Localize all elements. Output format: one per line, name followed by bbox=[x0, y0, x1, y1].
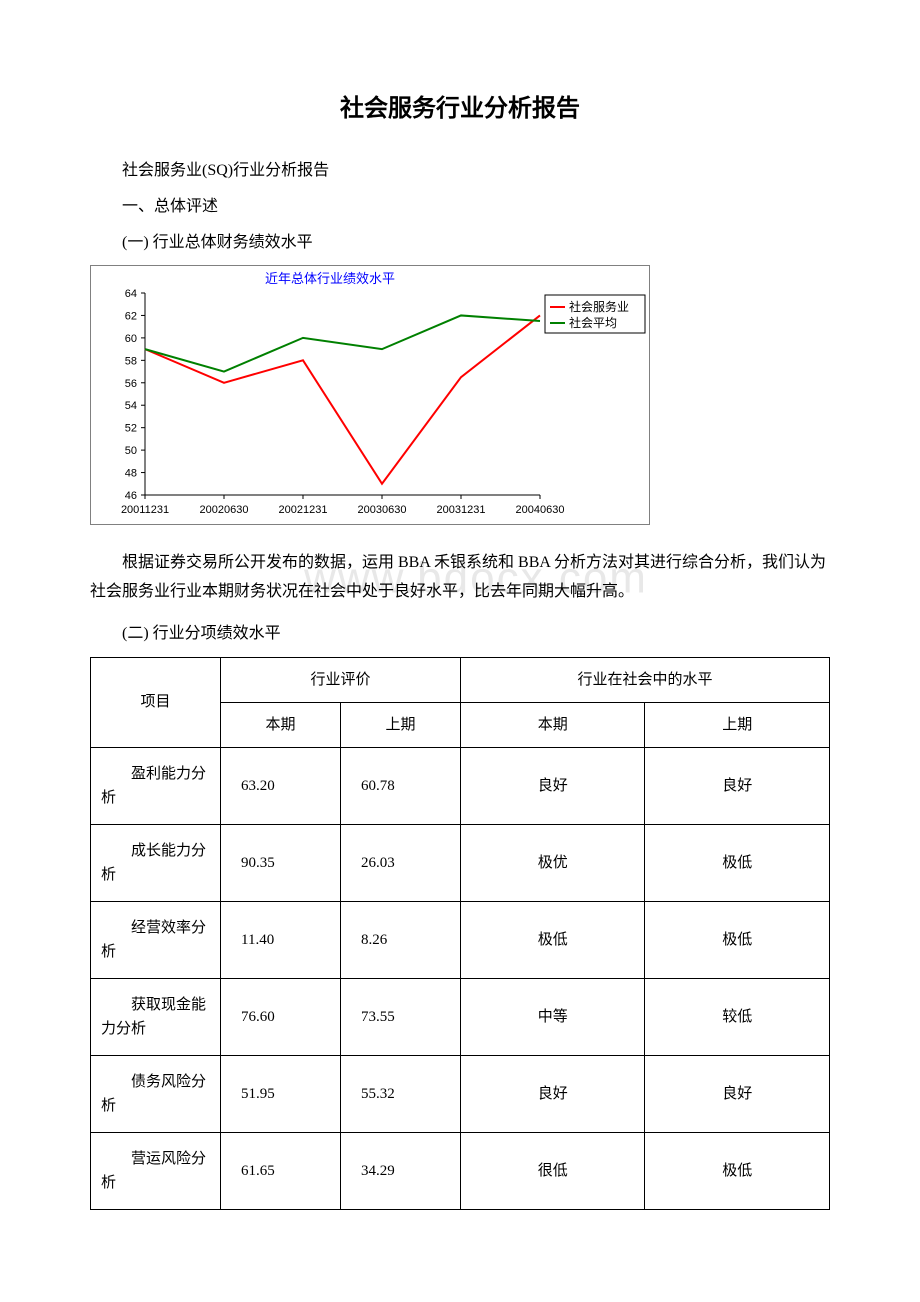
document-title: 社会服务行业分析报告 bbox=[90, 90, 830, 128]
row-label: 成长能力分析 bbox=[91, 824, 221, 901]
svg-text:社会服务业: 社会服务业 bbox=[569, 299, 629, 314]
row-value: 8.26 bbox=[341, 901, 461, 978]
row-level: 良好 bbox=[645, 1055, 830, 1132]
row-value: 73.55 bbox=[341, 978, 461, 1055]
row-level: 良好 bbox=[461, 1055, 645, 1132]
row-value: 11.40 bbox=[221, 901, 341, 978]
svg-text:48: 48 bbox=[125, 468, 137, 480]
performance-chart: 近年总体行业绩效水平社会服务业社会平均 46 48 50 52 54 56 58 60 62 64 2… bbox=[90, 265, 830, 534]
document-subtitle: 社会服务业(SQ)行业分析报告 bbox=[90, 158, 830, 184]
svg-text:54: 54 bbox=[125, 400, 137, 412]
svg-text:46: 46 bbox=[125, 490, 137, 502]
svg-text:20031231: 20031231 bbox=[437, 504, 486, 516]
row-value: 34.29 bbox=[341, 1132, 461, 1209]
row-label: 获取现金能力分析 bbox=[91, 978, 221, 1055]
row-level: 极低 bbox=[461, 901, 645, 978]
svg-text:60: 60 bbox=[125, 333, 137, 345]
line-chart-svg: 近年总体行业绩效水平社会服务业社会平均 46 48 50 52 54 56 58 60 62 64 2… bbox=[90, 265, 650, 525]
row-level: 良好 bbox=[645, 747, 830, 824]
svg-text:社会平均: 社会平均 bbox=[569, 315, 617, 330]
svg-text:50: 50 bbox=[125, 445, 137, 457]
table-row: 成长能力分析90.3526.03极优极低 bbox=[91, 824, 830, 901]
row-label: 盈利能力分析 bbox=[91, 747, 221, 824]
row-level: 很低 bbox=[461, 1132, 645, 1209]
row-value: 55.32 bbox=[341, 1055, 461, 1132]
analysis-paragraph: 根据证券交易所公开发布的数据，运用 BBA 禾银系统和 BBA 分析方法对其进行… bbox=[90, 549, 830, 607]
row-level: 较低 bbox=[645, 978, 830, 1055]
svg-text:58: 58 bbox=[125, 356, 137, 368]
table-row: 营运风险分析61.6534.29很低极低 bbox=[91, 1132, 830, 1209]
svg-text:20021231: 20021231 bbox=[279, 504, 328, 516]
th-current-1: 本期 bbox=[221, 702, 341, 747]
row-value: 60.78 bbox=[341, 747, 461, 824]
table-row: 债务风险分析51.9555.32良好良好 bbox=[91, 1055, 830, 1132]
svg-text:20040630: 20040630 bbox=[516, 504, 565, 516]
svg-text:20030630: 20030630 bbox=[358, 504, 407, 516]
analysis-text: 根据证券交易所公开发布的数据，运用 BBA 禾银系统和 BBA 分析方法对其进行… bbox=[90, 554, 826, 600]
row-label: 营运风险分析 bbox=[91, 1132, 221, 1209]
section-1-2-heading: (二) 行业分项绩效水平 bbox=[90, 621, 830, 647]
row-value: 61.65 bbox=[221, 1132, 341, 1209]
svg-text:近年总体行业绩效水平: 近年总体行业绩效水平 bbox=[265, 271, 395, 286]
row-level: 中等 bbox=[461, 978, 645, 1055]
row-level: 极低 bbox=[645, 901, 830, 978]
section-1-1-heading: (一) 行业总体财务绩效水平 bbox=[90, 230, 830, 256]
row-level: 良好 bbox=[461, 747, 645, 824]
table-header-row-1: 项目 行业评价 行业在社会中的水平 bbox=[91, 657, 830, 702]
row-value: 63.20 bbox=[221, 747, 341, 824]
svg-text:56: 56 bbox=[125, 378, 137, 390]
row-level: 极低 bbox=[645, 1132, 830, 1209]
svg-text:52: 52 bbox=[125, 423, 137, 435]
th-prev-1: 上期 bbox=[341, 702, 461, 747]
table-row: 经营效率分析11.408.26极低极低 bbox=[91, 901, 830, 978]
table-row: 获取现金能力分析76.6073.55中等较低 bbox=[91, 978, 830, 1055]
th-level: 行业在社会中的水平 bbox=[461, 657, 830, 702]
row-value: 90.35 bbox=[221, 824, 341, 901]
svg-text:20020630: 20020630 bbox=[200, 504, 249, 516]
row-level: 极优 bbox=[461, 824, 645, 901]
row-label: 债务风险分析 bbox=[91, 1055, 221, 1132]
section-1-heading: 一、总体评述 bbox=[90, 194, 830, 220]
th-prev-2: 上期 bbox=[645, 702, 830, 747]
svg-text:62: 62 bbox=[125, 311, 137, 323]
row-value: 26.03 bbox=[341, 824, 461, 901]
svg-text:64: 64 bbox=[125, 288, 137, 300]
table-row: 盈利能力分析63.2060.78良好良好 bbox=[91, 747, 830, 824]
th-evaluation: 行业评价 bbox=[221, 657, 461, 702]
row-level: 极低 bbox=[645, 824, 830, 901]
row-label: 经营效率分析 bbox=[91, 901, 221, 978]
row-value: 76.60 bbox=[221, 978, 341, 1055]
watermark-text: www.bdocx.com bbox=[272, 538, 648, 617]
table-body: 盈利能力分析63.2060.78良好良好成长能力分析90.3526.03极优极低… bbox=[91, 747, 830, 1209]
svg-text:20011231: 20011231 bbox=[121, 504, 169, 516]
th-current-2: 本期 bbox=[461, 702, 645, 747]
performance-table: 项目 行业评价 行业在社会中的水平 本期 上期 本期 上期 盈利能力分析63.2… bbox=[90, 657, 830, 1210]
th-project: 项目 bbox=[91, 657, 221, 747]
row-value: 51.95 bbox=[221, 1055, 341, 1132]
